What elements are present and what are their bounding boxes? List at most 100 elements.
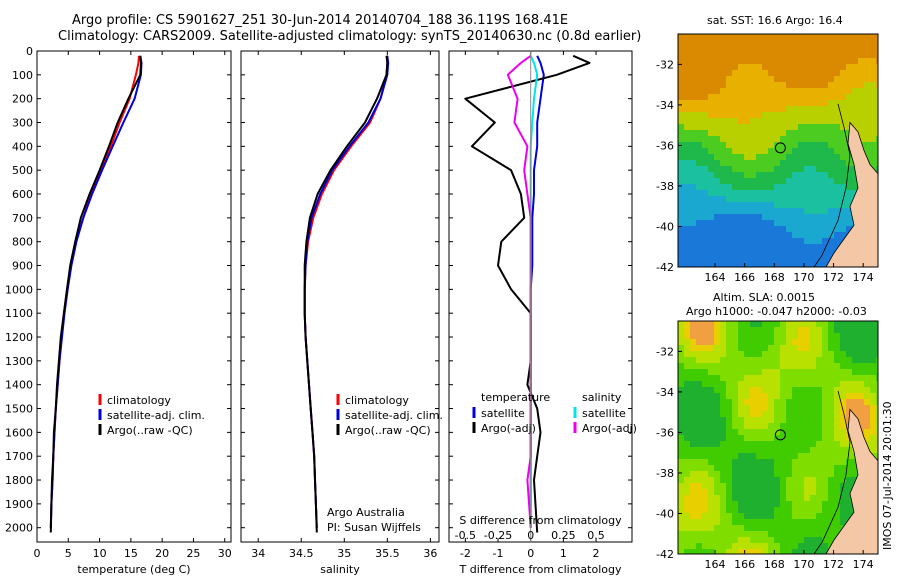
map-cell — [750, 76, 756, 82]
map-cell — [834, 190, 840, 196]
map-cell — [750, 226, 756, 232]
map-cell — [696, 345, 702, 351]
map-cell — [816, 238, 822, 244]
map-cell — [696, 537, 702, 543]
map-cell — [744, 250, 750, 256]
map-cell — [780, 345, 786, 351]
map-cell — [822, 405, 828, 411]
map-cell — [840, 417, 846, 423]
map-cell — [780, 148, 786, 154]
map-cell — [816, 94, 822, 100]
map-cell — [720, 393, 726, 399]
map-cell — [690, 220, 696, 226]
map-cell — [738, 232, 744, 238]
map-cell — [876, 321, 878, 327]
map-cell — [852, 100, 858, 106]
map-cell — [744, 136, 750, 142]
map-cell — [678, 196, 684, 202]
map-cell — [834, 88, 840, 94]
map-cell — [828, 202, 834, 208]
map-cell — [756, 417, 762, 423]
map-cell — [774, 549, 780, 554]
map-cell — [708, 435, 714, 441]
map-cell — [726, 94, 732, 100]
map-cell — [726, 124, 732, 130]
map-cell — [774, 244, 780, 250]
map-cell — [750, 130, 756, 136]
map-cell — [840, 453, 846, 459]
map-cell — [750, 52, 756, 58]
map-cell — [822, 136, 828, 142]
map-cell — [864, 148, 870, 154]
map-cell — [696, 399, 702, 405]
map-cell — [858, 393, 864, 399]
map-cell — [708, 489, 714, 495]
map-cell — [762, 88, 768, 94]
map-cell — [834, 489, 840, 495]
map-cell — [696, 46, 702, 52]
map-cell — [804, 459, 810, 465]
map-cell — [744, 76, 750, 82]
map-cell — [708, 507, 714, 513]
map-cell — [708, 537, 714, 543]
map-cell — [816, 447, 822, 453]
map-cell — [768, 333, 774, 339]
map-cell — [726, 453, 732, 459]
map-cell — [738, 465, 744, 471]
map-cell — [696, 208, 702, 214]
map-cell — [732, 64, 738, 70]
map-cell — [810, 531, 816, 537]
map-cell — [684, 160, 690, 166]
map-cell — [816, 369, 822, 375]
map-cell — [846, 94, 852, 100]
map-cell — [708, 262, 714, 267]
map-cell — [720, 543, 726, 549]
map-cell — [756, 172, 762, 178]
map-cell — [798, 100, 804, 106]
map-cell — [876, 387, 878, 393]
map-cell — [756, 435, 762, 441]
map-cell — [846, 363, 852, 369]
map-cell — [684, 447, 690, 453]
map-cell — [804, 208, 810, 214]
map-cell — [798, 196, 804, 202]
map-cell — [774, 160, 780, 166]
map-cell — [744, 112, 750, 118]
map-cell — [822, 381, 828, 387]
map-cell — [744, 525, 750, 531]
legend-salinity-title: salinity — [582, 391, 622, 404]
map-cell — [738, 399, 744, 405]
map-cell — [696, 357, 702, 363]
map-cell — [756, 495, 762, 501]
map-cell — [786, 64, 792, 70]
map-cell — [708, 88, 714, 94]
map-cell — [852, 70, 858, 76]
map-cell — [822, 160, 828, 166]
map-cell — [828, 459, 834, 465]
map-cell — [804, 82, 810, 88]
map-cell — [720, 387, 726, 393]
isobath-line — [813, 103, 851, 268]
map-cell — [738, 208, 744, 214]
map-cell — [696, 471, 702, 477]
map-cell — [684, 88, 690, 94]
map-cell — [762, 76, 768, 82]
map-cell — [804, 130, 810, 136]
map-cell — [822, 339, 828, 345]
map-cell — [822, 94, 828, 100]
map-cell — [750, 148, 756, 154]
map-cell — [786, 190, 792, 196]
map-cell — [810, 549, 816, 554]
map-cell — [762, 351, 768, 357]
map-cell — [816, 549, 822, 554]
map-cell — [738, 345, 744, 351]
map-cell — [870, 405, 876, 411]
map-cell — [858, 357, 864, 363]
map-cell — [786, 100, 792, 106]
map-cell — [678, 70, 684, 76]
map-cell — [864, 76, 870, 82]
map-cell — [696, 393, 702, 399]
map-cell — [768, 441, 774, 447]
map-cell — [852, 399, 858, 405]
x-tick-label: 164 — [705, 558, 726, 571]
